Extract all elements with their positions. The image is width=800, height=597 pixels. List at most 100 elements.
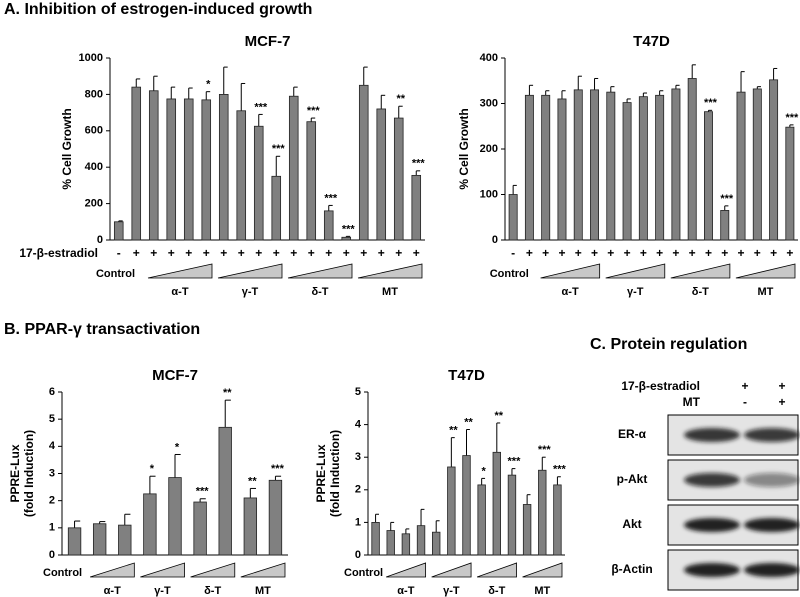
bar bbox=[622, 102, 632, 241]
significance-label: ** bbox=[464, 416, 473, 428]
y-tick-label: 0 bbox=[355, 549, 361, 561]
bar bbox=[538, 469, 547, 556]
x-tick-label: + bbox=[133, 246, 140, 260]
bar bbox=[769, 79, 779, 241]
x-tick-label: + bbox=[624, 246, 631, 260]
x-tick-label: + bbox=[656, 246, 663, 260]
bar bbox=[243, 497, 258, 556]
bar bbox=[386, 530, 395, 556]
bar bbox=[687, 78, 697, 241]
dose-wedge bbox=[431, 562, 472, 578]
y-tick-label: 400 bbox=[480, 52, 498, 64]
bar bbox=[655, 94, 665, 241]
bar bbox=[477, 484, 486, 556]
bar bbox=[393, 117, 404, 241]
x-tick-label: + bbox=[273, 246, 280, 260]
x-tick-label: + bbox=[360, 246, 367, 260]
chart-title: T47D bbox=[448, 367, 485, 384]
dose-wedge bbox=[522, 562, 563, 578]
bar bbox=[271, 175, 282, 241]
y-tick-label: 0 bbox=[492, 234, 498, 246]
dose-wedge bbox=[240, 562, 286, 578]
protein-label: β-Actin bbox=[611, 562, 652, 576]
x-tick-label: + bbox=[672, 246, 679, 260]
group-label: MT bbox=[255, 585, 271, 597]
bar bbox=[462, 455, 471, 556]
x-tick-label: + bbox=[607, 246, 614, 260]
y-tick-label: 3 bbox=[49, 467, 55, 479]
row-label: 17-β-estradiol bbox=[19, 246, 98, 260]
significance-label: *** bbox=[272, 143, 286, 155]
group-label: δ-T bbox=[311, 286, 328, 298]
x-tick-label: + bbox=[542, 246, 549, 260]
y-tick-label: 4 bbox=[49, 440, 56, 452]
x-tick-label: + bbox=[185, 246, 192, 260]
blot-band bbox=[684, 428, 740, 442]
significance-label: ** bbox=[495, 410, 504, 422]
bar bbox=[376, 108, 387, 241]
bar bbox=[268, 479, 283, 556]
dose-wedge bbox=[386, 562, 427, 578]
x-tick-label: + bbox=[591, 246, 598, 260]
chart-title: T47D bbox=[633, 33, 670, 50]
dose-wedge bbox=[735, 263, 796, 279]
x-tick-label: + bbox=[705, 246, 712, 260]
x-tick-label: + bbox=[738, 246, 745, 260]
protein-label: Akt bbox=[622, 517, 641, 531]
x-tick-label: + bbox=[378, 246, 385, 260]
x-tick-label: + bbox=[325, 246, 332, 260]
bar bbox=[201, 99, 212, 241]
bar bbox=[508, 194, 518, 241]
blot-band bbox=[684, 473, 740, 487]
bar bbox=[492, 451, 501, 556]
condition-label: MT bbox=[683, 395, 701, 409]
significance-label: * bbox=[206, 79, 211, 91]
protein-label: ER-α bbox=[618, 427, 647, 441]
y-tick-label: 1 bbox=[355, 516, 361, 528]
group-label: γ-T bbox=[443, 585, 460, 597]
bar bbox=[113, 221, 124, 241]
y-tick-label: 200 bbox=[85, 198, 103, 210]
bar bbox=[341, 236, 352, 241]
group-label: MT bbox=[382, 286, 398, 298]
bar bbox=[522, 504, 532, 556]
bar bbox=[288, 95, 299, 241]
dose-wedge bbox=[190, 562, 236, 578]
y-axis-label: (fold Induction) bbox=[22, 430, 36, 517]
bar bbox=[183, 98, 194, 241]
y-tick-label: 4 bbox=[355, 419, 362, 431]
group-label: γ-T bbox=[154, 585, 171, 597]
bar bbox=[557, 98, 567, 241]
bar bbox=[253, 125, 264, 241]
group-label: Control bbox=[344, 567, 383, 579]
bar bbox=[541, 94, 551, 241]
bar bbox=[553, 484, 562, 556]
x-tick-label: + bbox=[238, 246, 245, 260]
significance-label: *** bbox=[538, 444, 552, 456]
significance-label: *** bbox=[720, 193, 734, 205]
y-axis-label: (fold Induction) bbox=[328, 430, 342, 517]
bar bbox=[148, 90, 159, 241]
western-blot: 17-β-estradiol + + MT - + ER-α p-Akt Akt β-Actin bbox=[611, 379, 800, 591]
y-tick-label: 1 bbox=[49, 522, 55, 534]
x-tick-label: + bbox=[203, 246, 210, 260]
bar bbox=[638, 96, 648, 241]
bar bbox=[736, 91, 746, 241]
bar bbox=[411, 174, 422, 241]
bar bbox=[447, 466, 456, 556]
blot-band bbox=[744, 518, 800, 532]
lane-sign: - bbox=[743, 395, 747, 409]
y-axis-label: % Cell Growth bbox=[60, 108, 74, 189]
x-tick-label: + bbox=[395, 246, 402, 260]
bar bbox=[590, 89, 599, 241]
significance-label: *** bbox=[254, 101, 268, 113]
significance-label: *** bbox=[196, 486, 210, 498]
significance-label: *** bbox=[785, 112, 799, 124]
blot-band bbox=[684, 518, 740, 532]
group-label: α-T bbox=[171, 286, 188, 298]
x-tick-label: + bbox=[575, 246, 582, 260]
bar bbox=[143, 493, 157, 556]
significance-label: ** bbox=[223, 387, 232, 399]
significance-label: *** bbox=[271, 463, 285, 475]
x-tick-label: + bbox=[689, 246, 696, 260]
